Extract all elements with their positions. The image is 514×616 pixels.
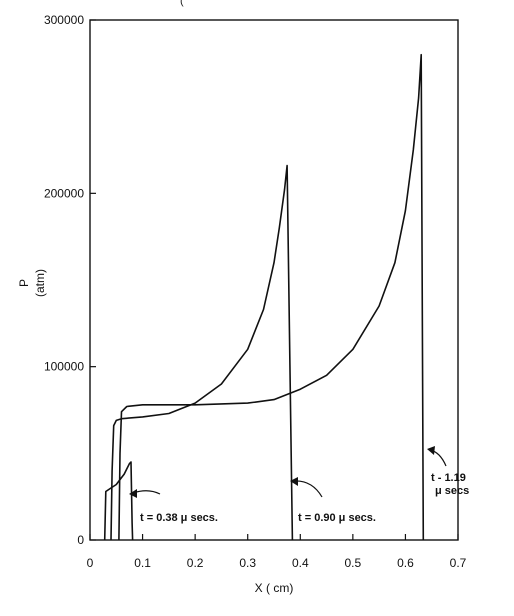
- x-tick-label: 0.6: [397, 556, 414, 570]
- series-line-0: [103, 461, 134, 541]
- y-tick-label: 100000: [44, 360, 84, 374]
- annotation-arrowhead-0-90: [290, 477, 298, 486]
- annotation-0-90: t = 0.90 μ secs.: [290, 477, 376, 524]
- x-tick-label: 0.7: [450, 556, 467, 570]
- x-tick-label: 0.4: [292, 556, 309, 570]
- y-tick-label: 200000: [44, 186, 84, 200]
- annotation-arrowhead-1-19: [427, 446, 435, 455]
- annotation-arrow-0-90: [293, 480, 323, 498]
- annotation-1-19: t - 1.19 μ secs: [427, 446, 469, 497]
- y-tick-label: 300000: [44, 13, 84, 27]
- x-tick-label: 0.3: [239, 556, 256, 570]
- y-axis-label-unit: (atm): [33, 269, 47, 297]
- x-tick-label: 0.1: [134, 556, 151, 570]
- annotation-arrowhead-0-38: [129, 489, 137, 498]
- title-fragment: (: [180, 0, 184, 7]
- y-tick-label: 0: [77, 533, 84, 547]
- annotation-label-0-90: t = 0.90 μ secs.: [298, 512, 376, 524]
- annotation-label-1-19-line1: t - 1.19: [431, 472, 466, 484]
- y-axis-ticks: 0 100000 200000 300000: [44, 13, 96, 547]
- annotation-label-0-38: t = 0.38 μ secs.: [140, 512, 218, 524]
- y-axis-label-main: P: [17, 279, 31, 287]
- series-lines: [103, 53, 425, 541]
- annotation-label-1-19-line2: μ secs: [435, 485, 469, 497]
- x-tick-label: 0: [87, 556, 94, 570]
- x-tick-label: 0.5: [345, 556, 362, 570]
- plot-frame: [89, 19, 459, 541]
- series-line-1: [110, 164, 294, 541]
- series-line-2: [118, 53, 425, 541]
- y-axis-label: P (atm): [17, 269, 47, 297]
- annotation-0-38: t = 0.38 μ secs.: [129, 489, 218, 524]
- x-axis-ticks: 0 0.1 0.2 0.3 0.4 0.5 0.6 0.7: [87, 534, 467, 570]
- x-axis-label: X ( cm): [255, 581, 294, 595]
- annotation-arrow-0-38: [132, 490, 161, 495]
- x-tick-label: 0.2: [187, 556, 204, 570]
